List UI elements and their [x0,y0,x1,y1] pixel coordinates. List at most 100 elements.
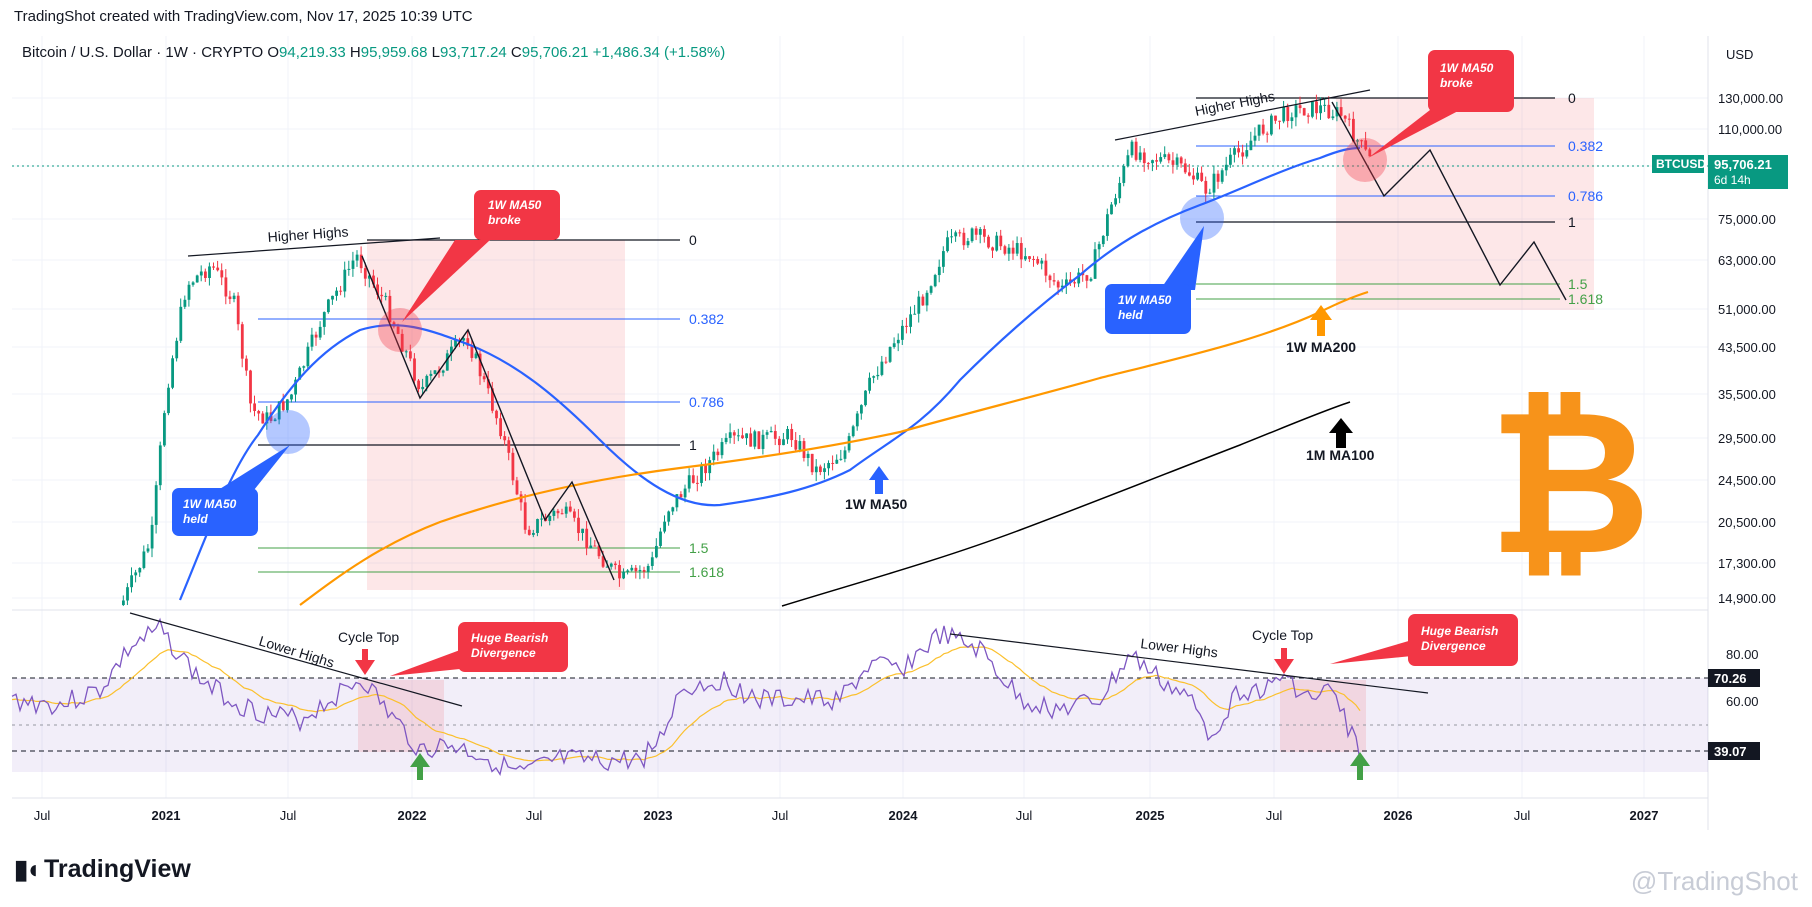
time-tick: 2021 [152,808,181,823]
time-tick: Jul [1016,808,1033,823]
price-tick: 35,500.00 [1718,387,1776,402]
cycle-top-label-1: Cycle Top [338,629,399,645]
svg-text:0.786: 0.786 [1568,188,1603,204]
svg-text:broke: broke [488,213,521,227]
bear-zone-2026 [1336,98,1594,310]
ma50-broke-circle-2 [1343,138,1387,182]
current-price-tag: BTCUSD 95,706.21 6d 14h [1652,155,1788,189]
svg-text:1M MA100: 1M MA100 [1306,447,1375,463]
symbol-legend: Bitcoin / U.S. Dollar · 1W · CRYPTO O94,… [22,44,725,61]
candlestick-series [122,94,1372,607]
lower-highs-line-1 [129,612,463,707]
price-tick: 110,000.00 [1718,122,1782,137]
svg-text:70.26: 70.26 [1714,671,1747,686]
rsi-divergence-zone-1 [358,680,444,752]
change-value: +1,486.34 (+1.58%) [592,44,726,61]
higher-highs-line-2 [1114,89,1371,141]
price-tick: 43,500.00 [1718,340,1776,355]
tradingview-logo-icon: ▮◖ [14,854,41,884]
author-watermark: @TradingShot [1630,866,1798,896]
time-tick: Jul [526,808,543,823]
time-tick: Jul [1514,808,1531,823]
svg-text:1.618: 1.618 [1568,291,1603,307]
time-tick: 2024 [889,808,919,823]
ma200-arrow-label: 1W MA200 [1286,305,1356,355]
created-with-header: TradingShot created with TradingView.com… [14,8,473,25]
svg-text:0.382: 0.382 [1568,138,1603,154]
svg-text:1W MA50: 1W MA50 [1440,61,1494,75]
svg-text:broke: broke [1440,76,1473,90]
time-tick: 2023 [644,808,673,823]
close-label: C [510,44,522,61]
svg-text:1W MA50: 1W MA50 [1118,293,1172,307]
callout-ma50-broke-1: 1W MA50 broke [402,190,560,322]
down-arrow-icon [355,649,375,675]
ma50-held-circle-1 [266,410,310,454]
time-tick: Jul [280,808,297,823]
svg-text:95,706.21: 95,706.21 [1714,157,1772,172]
svg-text:1W MA200: 1W MA200 [1286,339,1356,355]
svg-text:6d 14h: 6d 14h [1714,173,1751,187]
svg-text:held: held [183,512,208,526]
price-tick: 24,500.00 [1718,473,1776,488]
time-tick: Jul [1266,808,1283,823]
svg-text:1W MA50: 1W MA50 [845,496,907,512]
ma50-line [178,146,1361,601]
callout-ma50-held-1: 1W MA50 held [172,445,290,536]
svg-text:39.07: 39.07 [1714,744,1747,759]
svg-text:0.786: 0.786 [689,394,724,410]
price-tick: 75,000.00 [1718,212,1776,227]
high-value: 95,959.68 [360,44,428,61]
higher-highs-line-1 [187,237,441,257]
cycle-top-label-2: Cycle Top [1252,627,1313,643]
low-value: 93,717.24 [440,44,507,61]
grid [12,36,1708,798]
fib-left-labels: 0 0.382 0.786 1 1.5 1.618 [689,232,724,580]
time-tick: Jul [34,808,51,823]
svg-text:1.5: 1.5 [689,540,709,556]
ma100-arrow-label: 1M MA100 [1306,418,1375,463]
symbol-name[interactable]: Bitcoin / U.S. Dollar · 1W · CRYPTO [22,44,264,61]
up-arrow-icon [1329,418,1353,448]
price-tick: 130,000.00 [1718,91,1783,106]
tradingview-logo[interactable]: ▮◖ TradingView [14,854,191,885]
svg-text:1W MA50: 1W MA50 [488,198,542,212]
zigzag-2026 [1331,101,1567,301]
time-axis[interactable]: Jul 2021 Jul 2022 Jul 2023 Jul 2024 Jul 2025 Jul 20… [34,808,1659,823]
svg-text:BTCUSD: BTCUSD [1656,157,1706,171]
svg-text:1.5: 1.5 [1568,276,1588,292]
time-tick: 2027 [1630,808,1659,823]
rsi-axis: 80.00 60.00 70.26 39.07 [1708,647,1760,760]
time-tick: 2026 [1384,808,1413,823]
price-tick: 51,000.00 [1718,302,1776,317]
rsi-line [11,617,1361,776]
svg-text:Divergence: Divergence [471,646,536,660]
tradingview-logo-text: TradingView [44,855,191,883]
ma200-line [299,290,1369,606]
down-arrow-icon [1274,648,1294,674]
open-value: 94,219.33 [279,44,346,61]
time-tick: 2025 [1136,808,1165,823]
close-value: 95,706.21 [521,44,589,61]
ma50-arrow-label: 1W MA50 [845,466,907,512]
svg-text:1: 1 [1568,214,1576,230]
price-tick: 63,000.00 [1718,253,1776,268]
price-tick: 17,300.00 [1718,556,1776,571]
low-label: L [431,44,441,61]
svg-text:60.00: 60.00 [1726,694,1759,709]
svg-text:₿: ₿ [1488,372,1651,595]
rsi-ma-line [11,646,1361,762]
zigzag-2022 [361,255,615,581]
up-arrow-icon [410,753,430,780]
callout-divergence-2: Huge Bearish Divergence [1330,614,1518,666]
svg-text:Huge Bearish: Huge Bearish [471,631,548,645]
svg-text:1W MA50: 1W MA50 [183,497,237,511]
svg-text:held: held [1118,308,1143,322]
svg-text:1.618: 1.618 [689,564,724,580]
svg-text:Divergence: Divergence [1421,639,1486,653]
higher-highs-label-1: Higher Highs [267,223,349,245]
currency-label[interactable]: USD [1726,47,1753,62]
rsi-divergence-zone-2 [1280,680,1366,752]
callout-ma50-held-2: 1W MA50 held [1105,226,1204,334]
ma50-held-circle-2 [1180,196,1224,240]
